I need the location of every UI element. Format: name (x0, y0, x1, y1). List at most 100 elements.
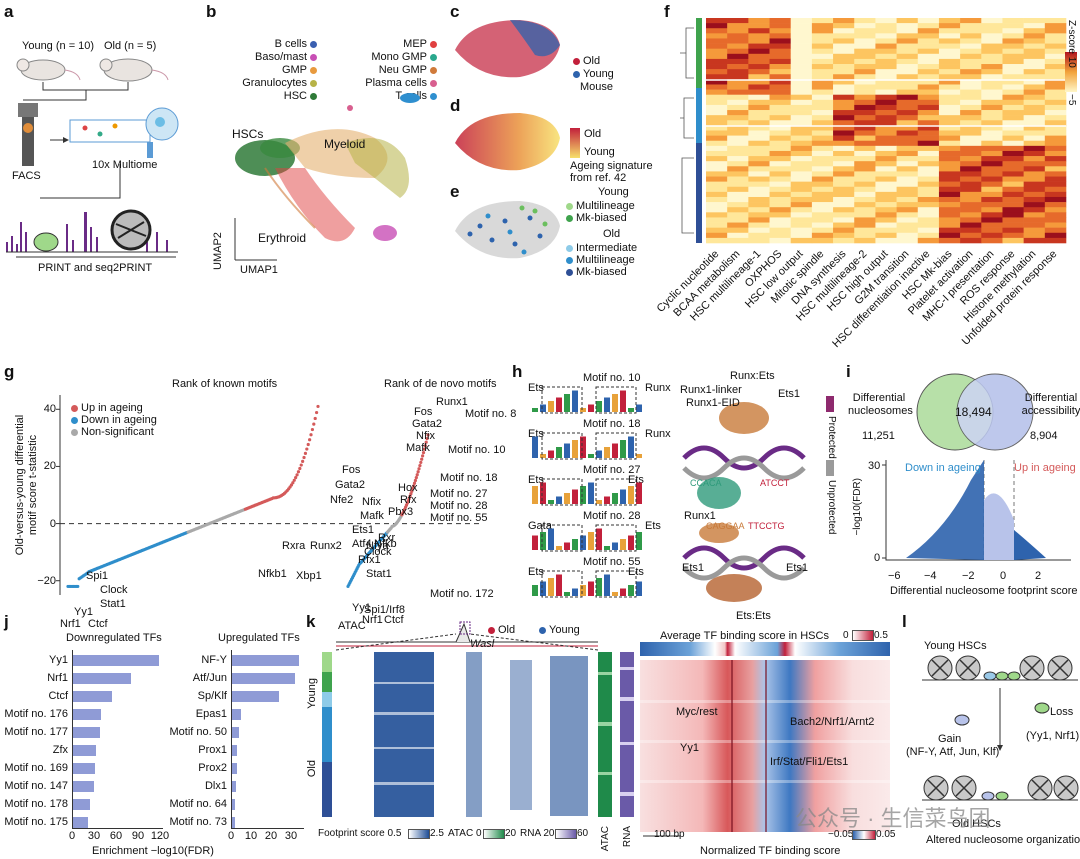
heatmap-cell (769, 145, 792, 152)
g-denovo-label: Pbx3 (388, 506, 414, 518)
heatmap-cell (811, 53, 834, 60)
heatmap-cell (981, 232, 1003, 239)
hscs-label: HSCs (232, 127, 264, 141)
heatmap-cell (706, 74, 728, 80)
atac-colorbar (483, 829, 505, 839)
heatmap-cell (1023, 135, 1046, 142)
logo-letter (596, 500, 602, 504)
heatmap-cell (981, 43, 1003, 49)
heatmap-cell (960, 18, 982, 24)
g-known-point (301, 459, 305, 463)
logo-letter (580, 486, 586, 504)
heatmap-cell (854, 84, 876, 90)
g-denovo-point (418, 463, 422, 468)
yy1-label-k: Yy1 (680, 742, 699, 754)
heatmap-cell (811, 125, 834, 131)
heatmap-cell (854, 115, 876, 121)
heatmap-cell (769, 94, 792, 101)
heatmap-cell (769, 156, 792, 162)
heatmap-cell (727, 115, 749, 121)
ageing-signature-scatter (455, 113, 560, 171)
umap-scatter (234, 93, 420, 261)
facs-multiome-diagram (18, 103, 179, 199)
heatmap-cell (748, 99, 770, 106)
heatmap-cell (769, 181, 792, 188)
heatmap-cell (1044, 99, 1067, 106)
heatmap-cell (706, 196, 728, 203)
heatmap-cell (811, 48, 834, 55)
bar-down (72, 799, 90, 810)
heatmap-cell (1002, 74, 1024, 80)
motif-right-tf: Runx (645, 382, 671, 394)
gene-wasl-label: Wasl (470, 638, 495, 650)
heatmap-cell (769, 130, 792, 136)
heatmap-cell (854, 58, 876, 65)
heatmap-cell (917, 232, 940, 239)
ets-ets-label: Ets:Ets (736, 610, 771, 622)
logo-letter (588, 482, 594, 504)
g-denovo-point (425, 437, 429, 441)
motif-name: Motif no. 27 (583, 464, 641, 476)
heatmap-cell (769, 196, 792, 203)
heatmap-cell (769, 104, 792, 111)
bar-label-up: Dlx1 (204, 780, 227, 792)
heatmap-cell (896, 186, 919, 193)
heatmap-cell (706, 115, 728, 121)
logo-letter (596, 528, 602, 550)
heatmap-cell (981, 212, 1003, 218)
logo-letter (548, 401, 554, 412)
umap-age-scatter (455, 20, 560, 78)
young-hscs-label: Young HSCs (924, 640, 987, 652)
heatmap-cell (790, 150, 813, 157)
heatmap-cell (938, 43, 961, 49)
heatmap-cell (727, 232, 749, 239)
heatmap-cell (727, 217, 749, 223)
heatmap-cell (917, 186, 940, 193)
denovo-motifs-title: Rank of de novo motifs (384, 378, 497, 390)
heatmap-cell (875, 161, 897, 167)
heatmap-cell (1023, 237, 1046, 244)
downregulated-title: Downregulated TFs (66, 632, 162, 644)
heatmap-cell (790, 18, 813, 24)
heatmap-cell (748, 161, 770, 167)
heatmap-cell (769, 84, 792, 90)
young-legend-c: Young (570, 68, 614, 80)
heatmap-cell (833, 202, 855, 208)
heatmap-cell (981, 28, 1003, 34)
heatmap-cell (727, 212, 749, 218)
heatmap-cell (875, 89, 897, 96)
irf-label: Irf/Stat/Fli1/Ets1 (770, 756, 849, 768)
heatmap-cell (854, 48, 876, 55)
volcano-xtick-2: −4 (924, 570, 937, 582)
heatmap-cell (917, 161, 940, 167)
old-legend-c: Old (570, 55, 600, 67)
heatmap-cell (875, 125, 897, 131)
heatmap-cell (727, 33, 749, 39)
heatmap-cell (1044, 120, 1067, 126)
heatmap-cell (981, 237, 1003, 244)
heatmap-cell (1023, 227, 1046, 234)
logo-letter (604, 397, 610, 412)
heatmap-cell (981, 33, 1003, 39)
heatmap-cell (896, 89, 919, 96)
heatmap-cell (960, 115, 982, 121)
heatmap-cell (917, 150, 940, 157)
heatmap-cell (917, 33, 940, 39)
heatmap-cell (748, 202, 770, 208)
g-known-point (308, 438, 312, 442)
bar-xtick-down: 90 (131, 830, 145, 842)
legend-item-baso-mast: Baso/mast (210, 51, 320, 63)
heatmap-cell (811, 110, 834, 116)
legend-item-hsc: HSC (210, 90, 320, 102)
bar-label-up: Motif no. 73 (169, 816, 227, 828)
g-known-point (302, 455, 306, 460)
heatmap-cell (811, 99, 834, 106)
heatmap-cell (1023, 156, 1046, 162)
motif-left-tf: Ets (528, 382, 544, 394)
g-denovo-label: Stat1 (366, 568, 392, 580)
heatmap-cell (790, 64, 813, 70)
seq2-label: ATCCT (760, 478, 790, 488)
heatmap-cell (833, 130, 855, 136)
heatmap-cell (854, 110, 876, 116)
bar-label-down: Motif no. 177 (4, 726, 68, 738)
